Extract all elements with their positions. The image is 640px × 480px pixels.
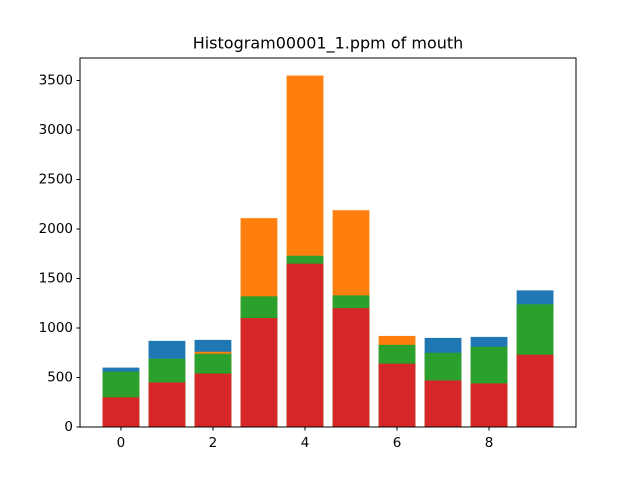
- bar: [516, 354, 554, 427]
- bar: [332, 308, 370, 427]
- y-tick-label: 3000: [39, 122, 73, 138]
- bar: [378, 363, 416, 427]
- axes-frame: [79, 57, 577, 428]
- x-tick-label: 2: [209, 435, 218, 451]
- chart-title: Histogram00001_1.ppm of mouth: [193, 34, 464, 54]
- y-tick-label: 500: [47, 370, 73, 386]
- y-tick-label: 2500: [39, 172, 73, 188]
- bar: [424, 380, 462, 427]
- y-tick-label: 2000: [39, 221, 73, 237]
- bar: [102, 397, 140, 427]
- x-tick-label: 4: [301, 435, 310, 451]
- x-tick-label: 6: [393, 435, 402, 451]
- y-tick-label: 0: [64, 419, 73, 435]
- y-tick-label: 1500: [39, 271, 73, 287]
- x-tick-label: 8: [485, 435, 494, 451]
- bar: [286, 263, 324, 427]
- bar: [240, 318, 278, 427]
- y-tick-label: 3500: [39, 73, 73, 89]
- y-tick-label: 1000: [39, 320, 73, 336]
- bar: [194, 373, 232, 427]
- x-tick-label: 0: [117, 435, 126, 451]
- bar: [148, 382, 186, 427]
- bar: [470, 383, 508, 427]
